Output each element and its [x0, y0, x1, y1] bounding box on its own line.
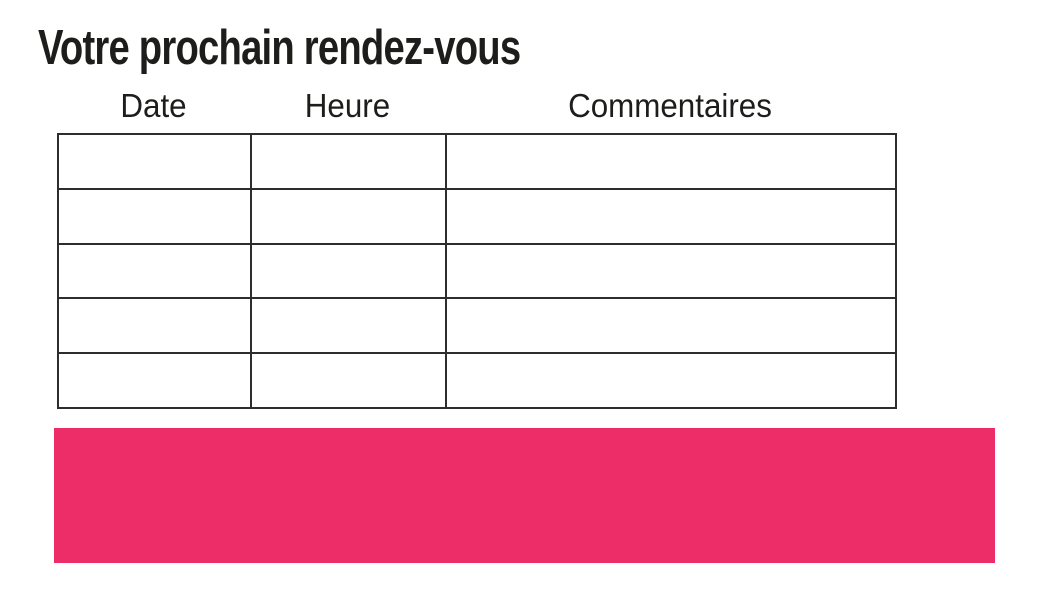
table-row: [57, 133, 897, 190]
date-cell: [57, 133, 252, 190]
table-row: [57, 352, 897, 409]
date-cell: [57, 352, 252, 409]
heure-cell: [250, 297, 447, 355]
appointments-table: [57, 133, 897, 409]
heure-cell: [250, 352, 447, 409]
date-cell: [57, 297, 252, 355]
commentaires-cell: [445, 352, 897, 409]
table-column-headers: Date Heure Commentaires: [57, 84, 895, 128]
commentaires-cell: [445, 297, 897, 355]
commentaires-cell: [445, 242, 897, 300]
date-cell: [57, 187, 252, 245]
table-row: [57, 242, 897, 300]
date-cell: [57, 242, 252, 300]
table-row: [57, 297, 897, 355]
column-header-heure: Heure: [304, 87, 391, 124]
commentaires-cell: [445, 187, 897, 245]
table-row: [57, 187, 897, 245]
page-title: Votre prochain rendez-vous: [38, 21, 521, 75]
heure-cell: [250, 133, 447, 190]
column-header-commentaires: Commentaires: [568, 87, 772, 124]
accent-band: [54, 428, 995, 563]
column-header-date: Date: [120, 87, 187, 124]
heure-cell: [250, 242, 447, 300]
heure-cell: [250, 187, 447, 245]
commentaires-cell: [445, 133, 897, 190]
